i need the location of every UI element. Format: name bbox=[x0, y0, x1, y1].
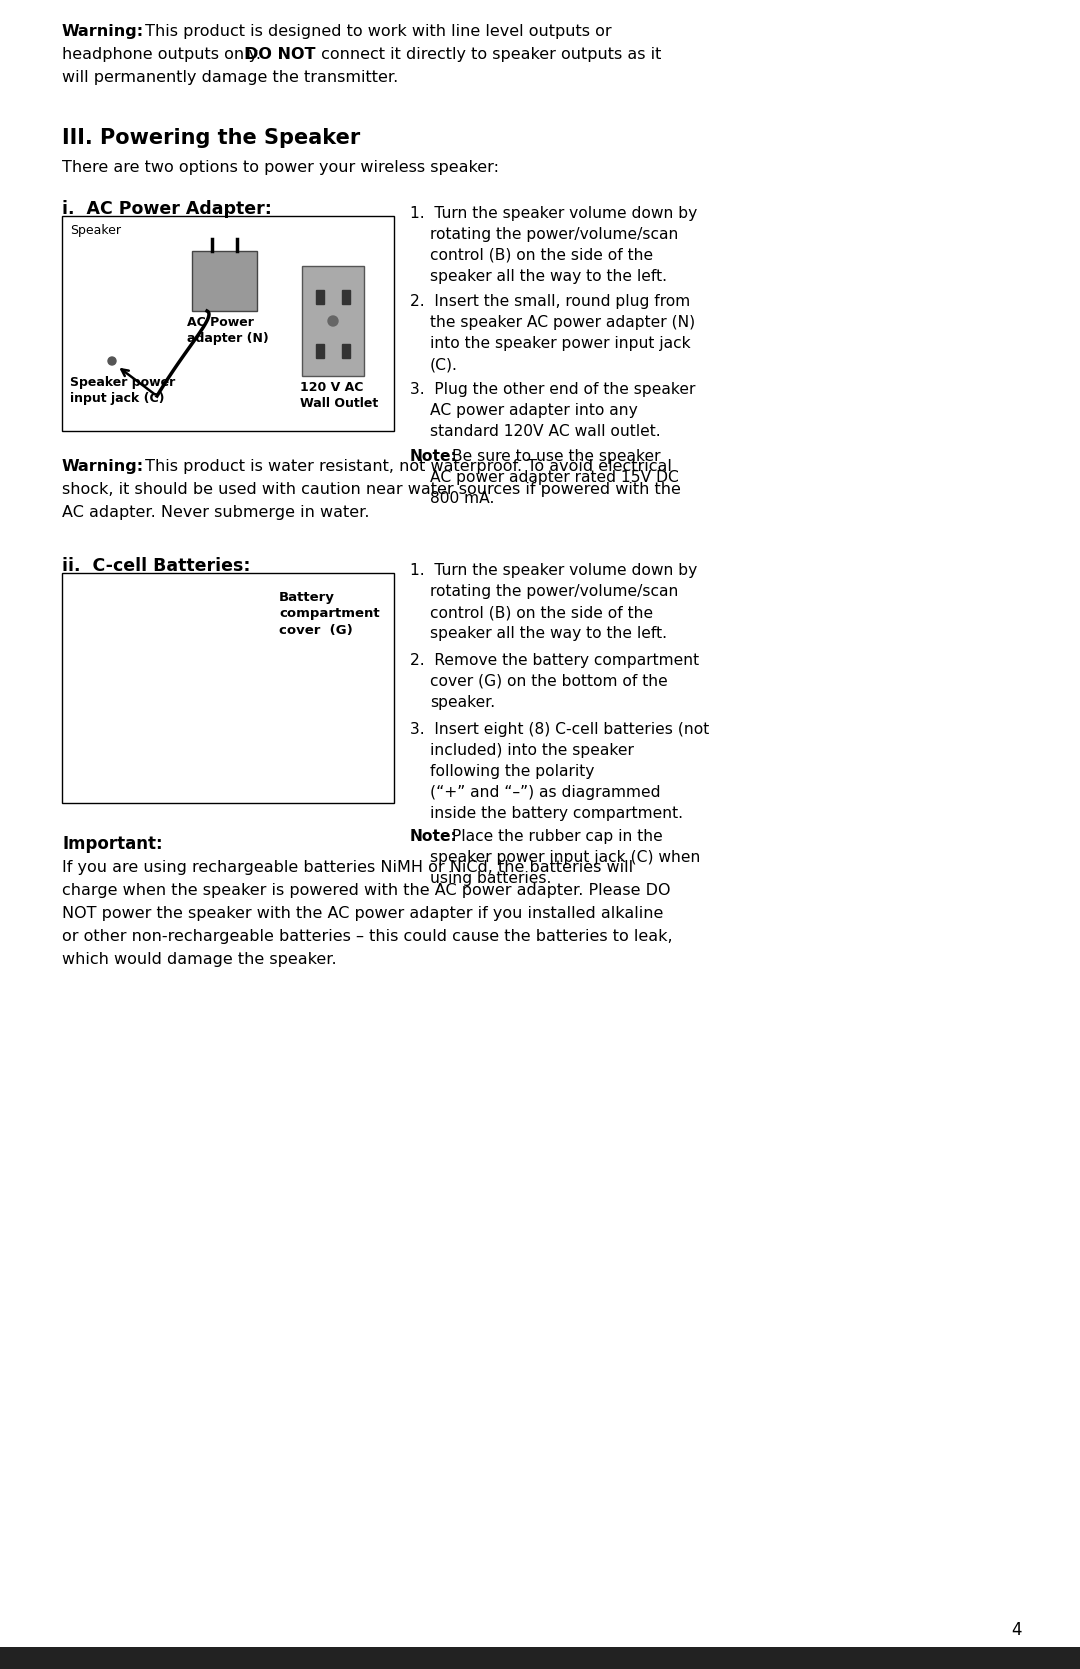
Text: 120 V AC
Wall Outlet: 120 V AC Wall Outlet bbox=[300, 381, 378, 411]
Text: or other non-rechargeable batteries – this could cause the batteries to leak,: or other non-rechargeable batteries – th… bbox=[62, 930, 673, 945]
Text: speaker power input jack (C) when: speaker power input jack (C) when bbox=[430, 850, 700, 865]
Text: Warning:: Warning: bbox=[62, 23, 144, 38]
Text: into the speaker power input jack: into the speaker power input jack bbox=[430, 335, 690, 350]
Text: Important:: Important: bbox=[62, 834, 163, 853]
Text: Speaker: Speaker bbox=[70, 224, 121, 237]
Text: Place the rubber cap in the: Place the rubber cap in the bbox=[453, 829, 663, 845]
Text: AC adapter. Never submerge in water.: AC adapter. Never submerge in water. bbox=[62, 506, 369, 521]
Text: 4: 4 bbox=[1012, 1621, 1022, 1639]
Text: following the polarity: following the polarity bbox=[430, 764, 594, 779]
Text: 3.  Insert eight (8) C-cell batteries (not: 3. Insert eight (8) C-cell batteries (no… bbox=[410, 723, 710, 738]
Text: (C).: (C). bbox=[430, 357, 458, 372]
Text: This product is water resistant, not waterproof. To avoid electrical: This product is water resistant, not wat… bbox=[140, 459, 672, 474]
Text: 1.  Turn the speaker volume down by: 1. Turn the speaker volume down by bbox=[410, 205, 698, 220]
Circle shape bbox=[108, 357, 116, 366]
Text: shock, it should be used with caution near water sources if powered with the: shock, it should be used with caution ne… bbox=[62, 482, 680, 497]
Text: Note:: Note: bbox=[410, 829, 458, 845]
Text: NOT power the speaker with the AC power adapter if you installed alkaline: NOT power the speaker with the AC power … bbox=[62, 906, 663, 921]
Bar bbox=[342, 290, 350, 304]
Bar bbox=[342, 344, 350, 357]
Text: control (B) on the side of the: control (B) on the side of the bbox=[430, 249, 653, 264]
Text: speaker all the way to the left.: speaker all the way to the left. bbox=[430, 269, 667, 284]
Bar bbox=[62, 572, 394, 803]
Text: the speaker AC power adapter (N): the speaker AC power adapter (N) bbox=[430, 315, 696, 330]
Text: charge when the speaker is powered with the AC power adapter. Please DO: charge when the speaker is powered with … bbox=[62, 883, 671, 898]
Bar bbox=[316, 290, 324, 304]
Text: Battery
compartment
cover  (G): Battery compartment cover (G) bbox=[279, 591, 380, 638]
Text: 2.  Insert the small, round plug from: 2. Insert the small, round plug from bbox=[410, 294, 690, 309]
Text: 2.  Remove the battery compartment: 2. Remove the battery compartment bbox=[410, 653, 699, 668]
Text: AC power adapter rated 15V DC: AC power adapter rated 15V DC bbox=[430, 471, 679, 486]
Text: ii.  C-cell Batteries:: ii. C-cell Batteries: bbox=[62, 557, 251, 576]
Text: AC Power
adapter (N): AC Power adapter (N) bbox=[187, 315, 269, 345]
Text: control (B) on the side of the: control (B) on the side of the bbox=[430, 604, 653, 619]
Bar bbox=[62, 215, 394, 431]
Text: If you are using rechargeable batteries NiMH or NiCd, the batteries will: If you are using rechargeable batteries … bbox=[62, 860, 633, 875]
Text: 1.  Turn the speaker volume down by: 1. Turn the speaker volume down by bbox=[410, 562, 698, 577]
Text: i.  AC Power Adapter:: i. AC Power Adapter: bbox=[62, 200, 272, 219]
Bar bbox=[302, 265, 364, 376]
Text: Be sure to use the speaker: Be sure to use the speaker bbox=[453, 449, 661, 464]
Text: III. Powering the Speaker: III. Powering the Speaker bbox=[62, 129, 361, 149]
Text: speaker.: speaker. bbox=[430, 694, 495, 709]
Text: which would damage the speaker.: which would damage the speaker. bbox=[62, 951, 337, 966]
Text: using batteries.: using batteries. bbox=[430, 871, 552, 886]
Bar bbox=[316, 344, 324, 357]
Text: will permanently damage the transmitter.: will permanently damage the transmitter. bbox=[62, 70, 399, 85]
Text: (“+” and “–”) as diagrammed: (“+” and “–”) as diagrammed bbox=[430, 784, 661, 799]
Bar bbox=[0, 1647, 1080, 1669]
Text: rotating the power/volume/scan: rotating the power/volume/scan bbox=[430, 227, 678, 242]
Text: DO NOT: DO NOT bbox=[245, 47, 315, 62]
Circle shape bbox=[328, 315, 338, 325]
Text: rotating the power/volume/scan: rotating the power/volume/scan bbox=[430, 584, 678, 599]
Text: Warning:: Warning: bbox=[62, 459, 144, 474]
Text: headphone outputs only.: headphone outputs only. bbox=[62, 47, 266, 62]
Text: included) into the speaker: included) into the speaker bbox=[430, 743, 634, 758]
Text: cover (G) on the bottom of the: cover (G) on the bottom of the bbox=[430, 674, 667, 689]
Text: 3.  Plug the other end of the speaker: 3. Plug the other end of the speaker bbox=[410, 382, 696, 397]
Text: speaker all the way to the left.: speaker all the way to the left. bbox=[430, 626, 667, 641]
Text: Note:: Note: bbox=[410, 449, 458, 464]
Text: inside the battery compartment.: inside the battery compartment. bbox=[430, 806, 683, 821]
Text: standard 120V AC wall outlet.: standard 120V AC wall outlet. bbox=[430, 424, 661, 439]
Text: 800 mA.: 800 mA. bbox=[430, 491, 495, 506]
Text: This product is designed to work with line level outputs or: This product is designed to work with li… bbox=[140, 23, 611, 38]
Text: There are two options to power your wireless speaker:: There are two options to power your wire… bbox=[62, 160, 499, 175]
Text: Speaker power
input jack (C): Speaker power input jack (C) bbox=[70, 376, 175, 406]
Bar bbox=[192, 250, 257, 310]
Text: connect it directly to speaker outputs as it: connect it directly to speaker outputs a… bbox=[316, 47, 661, 62]
Text: AC power adapter into any: AC power adapter into any bbox=[430, 402, 638, 417]
